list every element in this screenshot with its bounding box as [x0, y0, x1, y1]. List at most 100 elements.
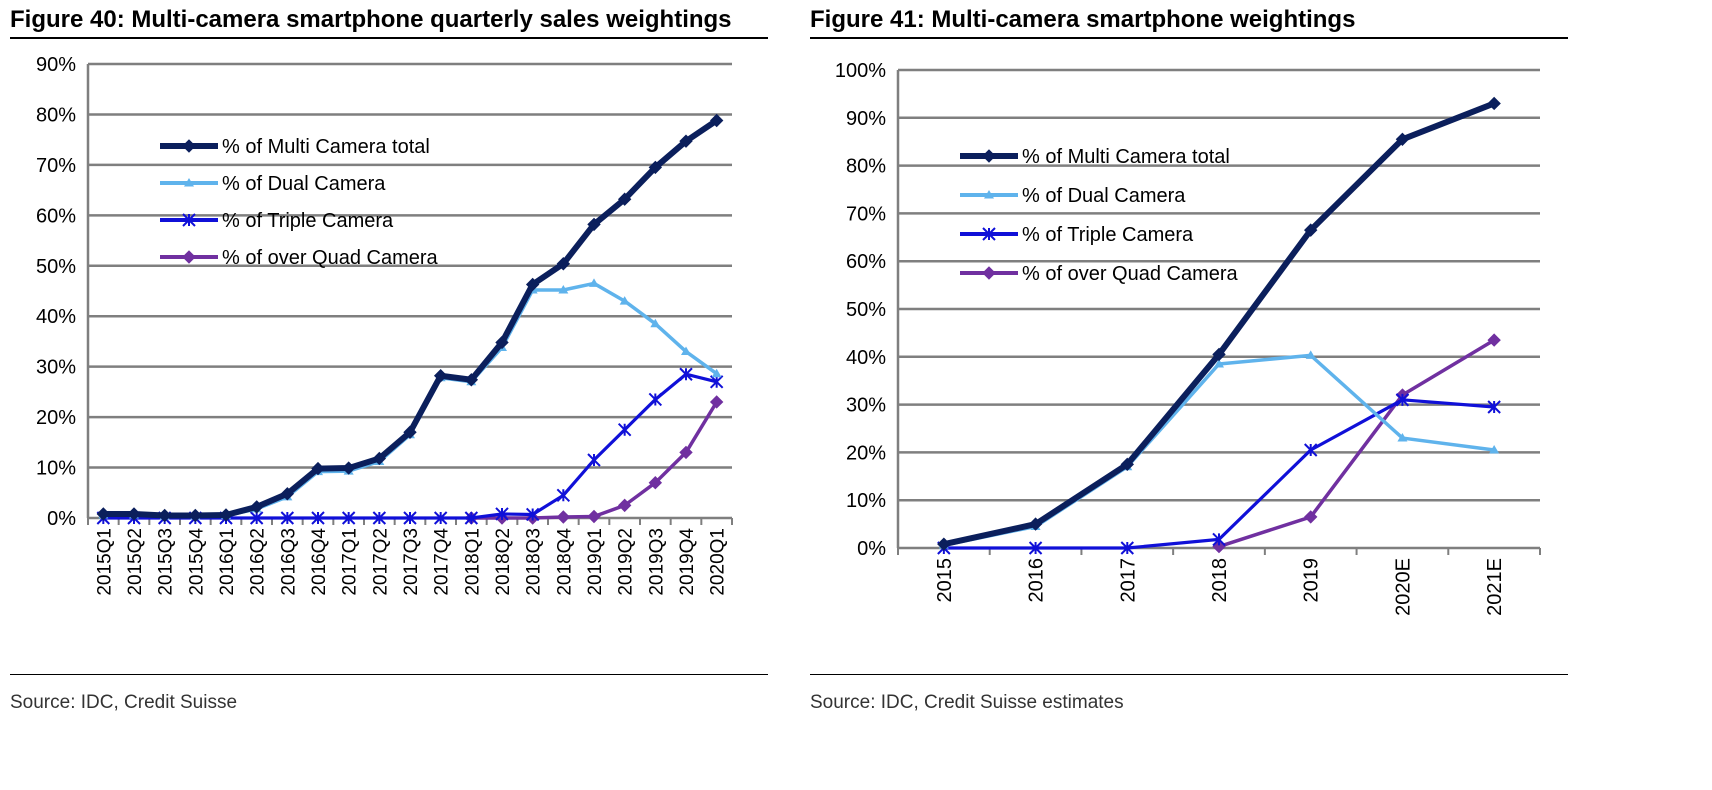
x-tick-label: 2018Q3 [524, 528, 545, 596]
x-tick-label: 2016 [1026, 558, 1048, 603]
data-point [648, 160, 663, 175]
data-point [711, 368, 722, 378]
legend-label: % of over Quad Camera [222, 247, 439, 269]
data-point [403, 425, 417, 439]
series-line [103, 118, 719, 519]
legend-item: % of Dual Camera [960, 185, 1186, 207]
data-point [372, 451, 387, 466]
data-point [679, 445, 693, 460]
figure-40-source: Source: IDC, Credit Suisse [10, 692, 238, 713]
figure-40-top-rule [10, 37, 768, 39]
data-point [587, 509, 601, 524]
series-dual [98, 278, 722, 520]
y-tick-label: 80% [846, 156, 886, 178]
y-tick-label: 0% [47, 508, 76, 530]
y-tick-label: 20% [36, 407, 76, 429]
legend-item: % of over Quad Camera [960, 263, 1239, 285]
data-point [1397, 433, 1408, 442]
data-point [587, 217, 601, 232]
x-tick-label: 2019Q3 [646, 528, 667, 596]
figure-41-source: Source: IDC, Credit Suisse estimates [810, 692, 1124, 713]
data-point [280, 511, 295, 525]
data-point [556, 488, 571, 503]
data-point [1305, 350, 1316, 359]
data-point [1395, 393, 1410, 407]
data-point [1395, 132, 1410, 147]
series-line [1218, 338, 1496, 549]
data-point [464, 373, 479, 387]
figure-40-title: Figure 40: Multi-camera smartphone quart… [10, 6, 732, 33]
data-point [157, 508, 172, 523]
data-point [249, 511, 264, 525]
data-point [681, 346, 691, 356]
y-tick-label: 30% [846, 395, 886, 417]
data-point [1487, 333, 1501, 347]
legend-item: % of Triple Camera [160, 210, 394, 232]
y-tick-label: 40% [846, 347, 886, 369]
x-tick-label: 2018Q4 [554, 528, 575, 596]
y-tick-label: 20% [846, 442, 886, 464]
data-point [1120, 541, 1134, 555]
legend-marker [182, 139, 196, 153]
x-tick-label: 2016Q3 [278, 528, 299, 596]
data-point [1304, 510, 1318, 524]
y-tick-label: 70% [36, 155, 76, 177]
series-line [103, 281, 718, 518]
y-tick-label: 80% [36, 104, 76, 126]
legend-item: % of over Quad Camera [160, 247, 439, 269]
series-line [943, 353, 1495, 547]
y-tick-label: 10% [36, 458, 76, 480]
x-tick-label: 2019 [1301, 558, 1323, 603]
figure-41-top-rule [810, 37, 1568, 39]
data-point [587, 453, 601, 467]
y-tick-label: 40% [36, 306, 76, 328]
series-line [103, 372, 718, 520]
x-tick-label: 2015Q3 [156, 528, 177, 596]
data-point [617, 498, 632, 513]
data-point [679, 134, 693, 148]
gridlines [898, 68, 1540, 502]
legend-marker [982, 149, 996, 163]
x-tick-label: 2017Q4 [432, 528, 453, 596]
data-point [433, 369, 448, 383]
legend-marker [182, 250, 196, 264]
x-axis-ticks: 2015 2016 2017 2018 2019 2020E 2021E [897, 548, 1541, 616]
x-tick-label: 2019Q1 [585, 528, 606, 596]
figure-40-bottom-rule [10, 674, 768, 675]
figure-41-bottom-rule [810, 674, 1568, 675]
y-tick-label: 60% [846, 251, 886, 273]
data-point [96, 507, 111, 521]
data-point [188, 508, 203, 523]
legend-marker [982, 227, 996, 241]
x-tick-label: 2015Q4 [186, 528, 207, 596]
figure-40-chart: 0%10%20%30%40%50%60%70%80%90%2015Q1 2015Q… [36, 54, 733, 596]
data-point [648, 475, 663, 490]
legend-label: % of Multi Camera total [1022, 146, 1230, 168]
data-point [341, 511, 356, 525]
data-point [525, 507, 540, 522]
data-point [1028, 517, 1043, 531]
data-point [1214, 358, 1224, 368]
legend-marker [184, 178, 194, 187]
y-tick-label: 100% [835, 60, 886, 82]
data-point [311, 511, 325, 525]
data-point [619, 296, 630, 305]
data-point [556, 510, 571, 524]
y-tick-label: 50% [846, 299, 886, 321]
data-point [249, 500, 264, 514]
y-tick-label: 10% [846, 490, 886, 512]
legend-marker [982, 266, 996, 280]
x-tick-label: 2020E [1392, 558, 1414, 616]
legend-item: % of Triple Camera [960, 224, 1194, 246]
legend-label: % of Multi Camera total [222, 136, 430, 158]
x-tick-label: 2017Q1 [340, 528, 361, 596]
x-tick-label: 2021E [1484, 558, 1506, 616]
legend-label: % of Dual Camera [222, 173, 386, 195]
data-point [679, 367, 693, 381]
legend-marker [182, 213, 196, 227]
x-tick-label: 2018Q2 [493, 528, 514, 596]
x-tick-label: 2017Q3 [401, 528, 422, 596]
figure-40-panel: Figure 40: Multi-camera smartphone quart… [10, 0, 768, 790]
series-quad [1212, 333, 1501, 554]
y-tick-label: 0% [857, 538, 886, 560]
